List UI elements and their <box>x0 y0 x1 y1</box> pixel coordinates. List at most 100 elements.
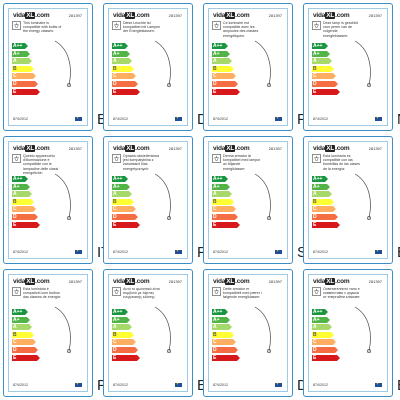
language-code-es: ES <box>397 244 400 261</box>
energy-class-letter: E <box>113 354 117 361</box>
compatibility-text: Oprawa oświetleniowa jest kompatybilna z… <box>123 154 159 171</box>
label-frame: vidaXL.com 281397 Αυτό το φωτιστικό είναι … <box>108 274 188 392</box>
eu-flag-icon <box>75 382 82 387</box>
energy-class-letter: D <box>313 213 317 220</box>
energy-class-letter: A++ <box>13 176 23 182</box>
energy-class-scale: A++ A+ A B C D E <box>212 176 240 229</box>
compatibility-text: Denna armatur är kompatibel med lampor a… <box>223 154 261 171</box>
energy-class-bar: E <box>212 88 240 95</box>
energy-class-bar: D <box>112 213 140 220</box>
energy-label-card-se: vidaXL.com 281397 Denna armatur är kompati… <box>203 136 293 264</box>
energy-class-letter: A+ <box>13 183 20 190</box>
energy-class-letter: D <box>313 80 317 87</box>
energy-class-letter: D <box>13 346 17 353</box>
brand-logo: vidaXL.com <box>313 278 350 285</box>
energy-class-letter: C <box>313 339 317 346</box>
lamp-icon <box>212 287 221 296</box>
energy-class-bar: A <box>312 191 340 198</box>
regulation-number: 874/2012 <box>113 383 128 387</box>
energy-class-bar: A++ <box>112 309 140 315</box>
energy-class-bar: E <box>12 221 40 228</box>
energy-class-letter: A++ <box>313 176 323 182</box>
energy-class-bar: D <box>12 80 40 87</box>
energy-class-bar: D <box>312 213 340 220</box>
energy-class-bar: C <box>12 206 40 213</box>
energy-class-letter: D <box>313 346 317 353</box>
compatibility-text: Esta luminaria es compatible con las bom… <box>323 154 360 171</box>
regulation-number: 874/2012 <box>13 250 28 254</box>
energy-class-letter: E <box>13 221 17 228</box>
energy-class-bar: D <box>312 346 340 353</box>
energy-class-bar: D <box>112 346 140 353</box>
label-frame: vidaXL.com 281397 Deze lamp is geschikt vo… <box>308 8 388 126</box>
energy-class-bar: E <box>112 354 140 361</box>
label-frame: vidaXL.com 281397 Diese Leuchte ist kompat… <box>108 8 188 126</box>
compatibility-text: Αυτό το φωτιστικό είναι συμβατό με λάμπε… <box>123 287 160 300</box>
energy-class-letter: C <box>313 73 317 80</box>
energy-class-bar: C <box>312 339 340 346</box>
energy-class-letter: E <box>13 354 17 361</box>
eu-flag-icon <box>375 249 382 254</box>
energy-class-letter: B <box>13 331 17 338</box>
label-frame: vidaXL.com 281397 Esta luminária é compatí… <box>8 274 88 392</box>
eu-flag-icon <box>275 249 282 254</box>
energy-class-letter: A++ <box>113 43 123 49</box>
energy-class-letter: B <box>113 331 117 338</box>
energy-class-bar: A <box>212 58 240 65</box>
lamp-icon <box>112 287 121 296</box>
energy-class-letter: A+ <box>313 316 320 323</box>
lamp-icon <box>12 287 21 296</box>
lamp-icon <box>212 21 221 30</box>
product-code: 281397 <box>168 146 182 151</box>
energy-class-letter: A++ <box>213 309 223 315</box>
energy-class-bar: A++ <box>312 43 340 49</box>
luminaire-sketch-icon <box>254 306 271 353</box>
energy-class-bar: A+ <box>112 316 140 323</box>
energy-class-letter: A <box>113 58 117 65</box>
energy-label-card-it: vidaXL.com 281397 Questo apparecchio d'ill… <box>3 136 93 264</box>
energy-class-letter: A <box>213 58 217 65</box>
energy-class-letter: A <box>213 191 217 198</box>
energy-class-bar: A+ <box>312 50 340 57</box>
energy-class-letter: B <box>213 65 217 72</box>
energy-class-bar: E <box>112 221 140 228</box>
energy-class-bar: A++ <box>112 176 140 182</box>
compatibility-text: Dette armatur er kompatibelt med pærer i… <box>223 287 262 300</box>
luminaire-sketch-icon <box>54 40 71 87</box>
energy-class-scale: A++ A+ A B C D E <box>112 176 140 229</box>
energy-class-bar: A <box>12 191 40 198</box>
luminaire-sketch-icon <box>354 173 371 220</box>
eu-flag-icon <box>175 382 182 387</box>
product-code: 281397 <box>268 279 282 284</box>
energy-class-bar: A++ <box>212 176 240 182</box>
label-frame: vidaXL.com 281397 Осветителното тяло е съв… <box>308 274 388 392</box>
energy-class-letter: C <box>213 206 217 213</box>
lamp-icon <box>312 21 321 30</box>
energy-class-bar: B <box>112 331 140 338</box>
energy-label-card-nl: vidaXL.com 281397 Deze lamp is geschikt vo… <box>303 3 393 131</box>
energy-class-bar: D <box>212 80 240 87</box>
lamp-icon <box>312 154 321 163</box>
brand-logo: vidaXL.com <box>113 12 150 19</box>
compatibility-text: Diese Leuchte ist kompatibel mit Lampen … <box>123 21 161 34</box>
energy-class-letter: B <box>13 198 17 205</box>
energy-class-letter: D <box>213 80 217 87</box>
energy-class-letter: B <box>213 198 217 205</box>
compatibility-text: Ce luminaire est compatible avec les amp… <box>223 21 259 38</box>
energy-class-letter: E <box>113 88 117 95</box>
energy-label-card-es: vidaXL.com 281397 Esta luminaria es compat… <box>303 136 393 264</box>
label-frame: vidaXL.com 281397 Questo apparecchio d'ill… <box>8 141 88 259</box>
energy-class-bar: B <box>212 331 240 338</box>
energy-class-letter: A+ <box>113 50 120 57</box>
energy-class-letter: E <box>313 354 317 361</box>
luminaire-sketch-icon <box>154 173 171 220</box>
compatibility-text: Осветителното тяло е съвместимо с крушки… <box>323 287 361 300</box>
eu-flag-icon <box>175 116 182 121</box>
energy-class-letter: A++ <box>213 43 223 49</box>
label-frame: vidaXL.com 281397 Oprawa oświetleniowa jes… <box>108 141 188 259</box>
luminaire-sketch-icon <box>254 173 271 220</box>
energy-class-letter: A++ <box>13 43 23 49</box>
energy-class-letter: A <box>313 324 317 331</box>
regulation-number: 874/2012 <box>113 117 128 121</box>
